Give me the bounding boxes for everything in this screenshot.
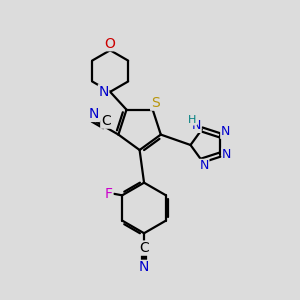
Text: S: S <box>151 96 160 110</box>
Text: O: O <box>105 37 116 51</box>
Text: H: H <box>188 115 196 125</box>
Text: N: N <box>98 85 109 99</box>
Text: N: N <box>192 119 201 132</box>
Text: C: C <box>139 241 149 255</box>
Text: N: N <box>89 107 99 122</box>
Text: N: N <box>200 159 209 172</box>
Text: F: F <box>105 187 113 201</box>
Text: N: N <box>139 260 149 274</box>
Text: C: C <box>101 114 111 128</box>
Text: N: N <box>222 148 231 161</box>
Text: N: N <box>221 125 230 138</box>
